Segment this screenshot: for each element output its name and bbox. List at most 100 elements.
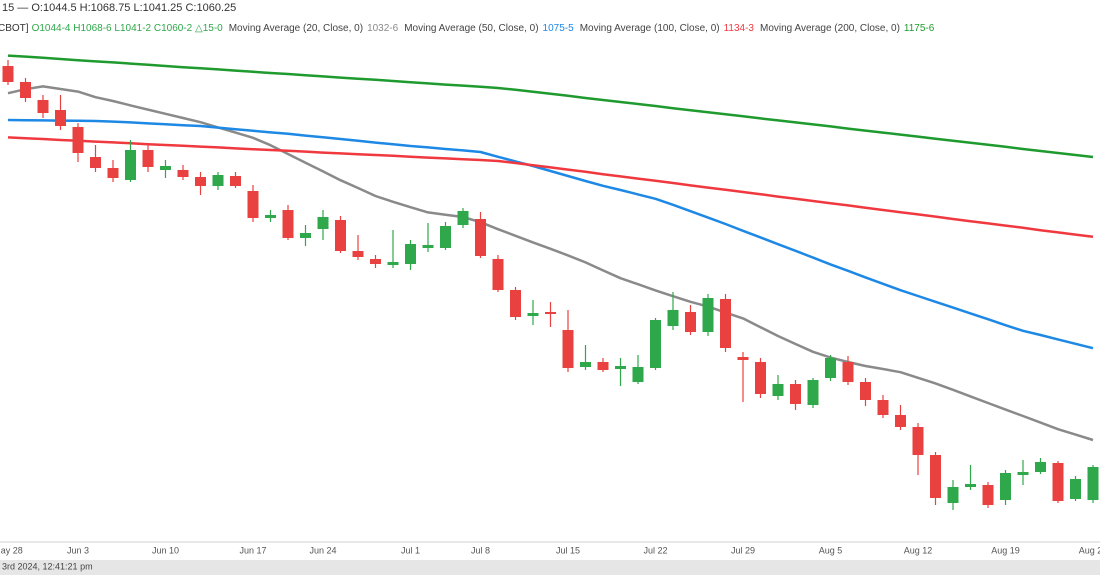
x-tick-label: Jul 29 [731, 545, 755, 555]
candle-body [422, 245, 434, 248]
moving-average-line [7, 136, 1094, 239]
x-tick-label: Aug 26 [1079, 545, 1100, 555]
candle-body [475, 219, 486, 256]
x-axis: May 28 Jun 3 Jun 10 Jun 17 Jun 24 Jul 1 Jul 8 J… [0, 545, 1100, 555]
moving-average-line [7, 85, 1094, 442]
legend-text: CBOT] O1044-4 H1068-6 L1041-2 C1060-2 △15… [0, 23, 935, 34]
legend-value: 1032-6 [367, 23, 399, 34]
legend-value: 1075-5 [543, 23, 575, 34]
candle-body [562, 330, 574, 368]
candle-body [195, 177, 206, 186]
candle-body [1052, 463, 1064, 501]
x-tick-label: May 28 [0, 545, 23, 555]
candle-body [510, 290, 521, 317]
candle-body [615, 366, 626, 369]
candle-body [282, 210, 294, 238]
candle-body [877, 400, 889, 415]
moving-average-line [7, 118, 1094, 350]
candle-body [860, 382, 871, 400]
candle-body [457, 211, 469, 225]
x-tick-label: Jul 15 [556, 545, 580, 555]
candle-body [947, 487, 959, 503]
x-tick-label: Jul 8 [471, 545, 490, 555]
candle-body [1070, 479, 1081, 499]
candle-body [667, 310, 679, 326]
x-tick-label: Jun 24 [309, 545, 336, 555]
candle-body [772, 384, 784, 396]
candle-body [37, 100, 49, 113]
candle-body [737, 357, 749, 360]
candle-body [1035, 462, 1046, 472]
plot-area [2, 54, 1099, 510]
candle-body [335, 220, 346, 251]
x-tick-label: Jun 17 [239, 545, 266, 555]
candle-body [597, 362, 609, 370]
candle-body [440, 226, 451, 248]
header-bar [0, 0, 1100, 16]
chart-title: 15 — O:1044.5 H:1068.75 L:1041.25 C:1060… [2, 2, 236, 14]
candle-body [72, 127, 84, 153]
candle-body [1087, 467, 1099, 500]
legend-value: 1175-6 [904, 23, 935, 34]
candle-body [90, 157, 101, 168]
candle-body [545, 312, 556, 314]
candle-body [755, 362, 766, 394]
status-bar [0, 560, 1100, 575]
candle-body [720, 299, 731, 348]
x-tick-label: Aug 19 [991, 545, 1020, 555]
x-tick-label: Jul 1 [401, 545, 420, 555]
legend-entry: Moving Average (200, Close, 0) [760, 23, 900, 34]
candle-body [982, 485, 994, 505]
candle-body [300, 233, 311, 238]
candle-body [125, 150, 136, 180]
candle-body [685, 312, 696, 332]
x-tick-label: Jul 22 [643, 545, 667, 555]
candle-body [107, 168, 119, 178]
candle-body [632, 367, 644, 382]
candle-body [212, 175, 224, 186]
legend-ohlc: O1044-4 H1068-6 L1041-2 C1060-2 △15-0 [32, 23, 224, 34]
candle-body [895, 415, 906, 427]
x-tick-label: Aug 12 [904, 545, 933, 555]
candle-body [825, 358, 836, 378]
status-timestamp: 3rd 2024, 12:41:21 pm [2, 561, 93, 571]
x-tick-label: Aug 5 [819, 545, 843, 555]
candle-body [930, 455, 941, 498]
legend-value: 1134-3 [724, 23, 755, 34]
candle-body [702, 298, 714, 332]
candle-body [790, 384, 801, 404]
candle-body [230, 176, 241, 186]
legend-entry: Moving Average (100, Close, 0) [580, 23, 720, 34]
candle-body [387, 262, 399, 265]
candle-body [842, 362, 854, 382]
candle-body [1000, 473, 1011, 500]
candle-body [580, 362, 591, 367]
candle-body [55, 110, 66, 126]
candle-body [265, 215, 276, 218]
candle-body [20, 82, 31, 98]
candle-body [142, 150, 154, 167]
candle-body [317, 217, 329, 229]
candle-body [370, 259, 381, 264]
candle-body [650, 320, 661, 368]
candle-body [912, 427, 924, 455]
moving-average-line [7, 54, 1094, 159]
candle-body [2, 66, 14, 82]
candle-body [177, 170, 189, 177]
candle-body [965, 484, 976, 487]
candle-body [807, 380, 819, 405]
candle-body [492, 259, 504, 290]
x-tick-label: Jun 3 [67, 545, 89, 555]
candle-body [527, 313, 539, 316]
legend: CBOT] O1044-4 H1068-6 L1041-2 C1060-2 △15… [0, 23, 935, 34]
candle-body [405, 244, 416, 264]
candle-body [247, 191, 259, 218]
candle-body [1017, 472, 1029, 475]
candle-body [352, 251, 364, 257]
legend-entry: Moving Average (20, Close, 0) [229, 23, 363, 34]
legend-entry: Moving Average (50, Close, 0) [404, 23, 538, 34]
candle-body [160, 166, 171, 170]
